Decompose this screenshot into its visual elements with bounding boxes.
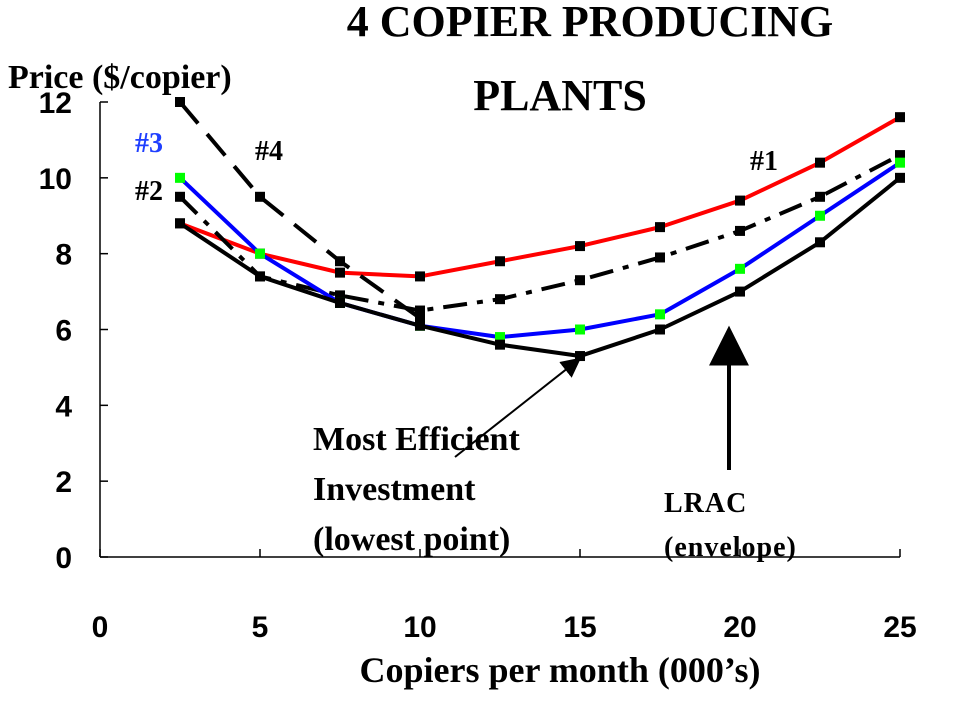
- series-3-point-0: [175, 97, 185, 107]
- series-1-point-7: [735, 225, 745, 236]
- series-3-point-3: [415, 313, 425, 324]
- series-1-point-0: [175, 191, 185, 202]
- series-line-0: [179, 115, 901, 279]
- series-2-point-7: [735, 263, 745, 274]
- series-2-point-6: [655, 309, 665, 320]
- series-1-point-9: [895, 150, 905, 161]
- series-line-1: [178, 153, 901, 313]
- chart-title-line2: PLANTS: [473, 71, 647, 120]
- series-1-point-2: [335, 290, 345, 301]
- y-tick-label: 4: [55, 390, 72, 423]
- y-tick-label: 0: [55, 542, 72, 575]
- series-2-point-9: [895, 157, 905, 168]
- series-line-4: [178, 176, 902, 359]
- series-0-point-2: [335, 267, 345, 278]
- arrow-most-efficient: [454, 357, 582, 458]
- annotation-efficient-3: (lowest point): [313, 521, 510, 558]
- x-tick-label: 10: [403, 611, 436, 644]
- series-3-point-1: [255, 191, 265, 202]
- series-2-point-4: [495, 332, 505, 343]
- y-tick-label: 6: [55, 315, 72, 348]
- series-lines: [178, 100, 902, 359]
- axes: [99, 101, 901, 558]
- x-tick-label: 5: [252, 611, 269, 644]
- label-plant-3: #3: [135, 128, 163, 159]
- series-0-point-7: [735, 195, 745, 206]
- series-2-point-5: [575, 324, 585, 335]
- series-0-point-6: [655, 222, 665, 233]
- annotation-efficient-2: Investment: [313, 471, 476, 508]
- series-1-point-4: [495, 294, 505, 305]
- x-axis-label: Copiers per month (000’s): [360, 650, 761, 690]
- label-plant-4: #4: [255, 136, 283, 167]
- series-4-point-4: [495, 339, 505, 350]
- x-tick-label: 0: [92, 611, 109, 644]
- tick-labels: 0 5 10 15 20 25 0 2 4 6 8 10 12: [39, 87, 917, 644]
- y-tick-label: 10: [39, 163, 72, 196]
- x-tick-label: 20: [723, 611, 756, 644]
- label-plant-2: #2: [135, 176, 163, 207]
- series-4-point-6: [655, 324, 665, 335]
- y-tick-label: 2: [55, 466, 72, 499]
- chart-title-line1: 4 COPIER PRODUCING: [347, 0, 833, 46]
- y-axis-label: Price ($/copier): [8, 59, 232, 96]
- y-tick-label: 12: [39, 87, 72, 120]
- series-1-point-8: [815, 191, 825, 202]
- series-4-point-9: [895, 172, 905, 183]
- series-line-2: [178, 161, 902, 340]
- series-line-3: [178, 100, 422, 320]
- series-1-point-5: [575, 275, 585, 286]
- series-3-point-2: [335, 256, 345, 267]
- series-0-point-3: [415, 271, 425, 282]
- series-4-point-7: [735, 286, 745, 297]
- y-tick-label: 8: [55, 239, 72, 272]
- series-0-point-5: [575, 241, 585, 252]
- series-0-point-8: [815, 157, 825, 168]
- annotation-lrac-2: (envelope): [664, 532, 797, 563]
- series-4-point-3: [415, 320, 425, 331]
- series-4-point-2: [335, 297, 345, 308]
- series-4-point-1: [255, 271, 265, 282]
- label-plant-1: #1: [750, 146, 778, 177]
- series-2-point-8: [815, 210, 825, 221]
- series-2-point-1: [255, 248, 265, 259]
- series-4-point-8: [815, 237, 825, 248]
- series-4-point-5: [575, 351, 585, 362]
- series-0-point-4: [495, 256, 505, 267]
- annotation-lrac-1: LRAC: [664, 488, 747, 519]
- series-2-point-0: [175, 172, 185, 183]
- series-1-point-6: [655, 252, 665, 263]
- series-4-point-0: [175, 218, 185, 229]
- x-tick-label: 15: [563, 611, 596, 644]
- series-0-point-9: [895, 112, 905, 123]
- x-tick-label: 25: [883, 611, 916, 644]
- series-markers: [175, 97, 905, 362]
- series-1-point-3: [415, 305, 425, 316]
- annotation-efficient-1: Most Efficient: [313, 421, 520, 458]
